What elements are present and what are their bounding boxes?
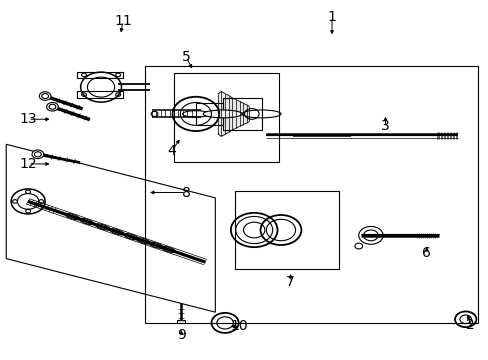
Text: 12: 12 <box>20 157 37 171</box>
Polygon shape <box>217 91 221 136</box>
Bar <box>77 91 122 98</box>
Text: 3: 3 <box>380 120 389 134</box>
Text: 6: 6 <box>422 246 430 260</box>
Polygon shape <box>221 91 224 136</box>
Text: 2: 2 <box>465 318 474 332</box>
Text: 7: 7 <box>286 275 294 289</box>
Polygon shape <box>232 98 235 130</box>
Bar <box>144 66 477 323</box>
Text: 13: 13 <box>20 112 37 126</box>
Bar <box>174 73 278 162</box>
Ellipse shape <box>203 110 242 118</box>
Polygon shape <box>224 94 228 134</box>
Bar <box>196 103 222 125</box>
Text: 5: 5 <box>182 50 190 64</box>
Text: 1: 1 <box>327 10 336 24</box>
Text: 4: 4 <box>167 144 176 158</box>
Polygon shape <box>246 105 249 123</box>
Polygon shape <box>228 96 232 132</box>
Polygon shape <box>243 103 246 125</box>
Polygon shape <box>239 102 243 126</box>
Bar <box>234 191 339 269</box>
Text: 10: 10 <box>230 319 248 333</box>
Bar <box>77 72 122 78</box>
Circle shape <box>39 92 51 100</box>
Bar <box>177 320 185 323</box>
Text: 11: 11 <box>114 14 132 28</box>
Circle shape <box>32 150 43 158</box>
Circle shape <box>46 103 58 111</box>
Text: 9: 9 <box>177 328 185 342</box>
Text: 8: 8 <box>182 185 190 199</box>
Polygon shape <box>235 100 239 128</box>
Bar <box>222 98 261 130</box>
